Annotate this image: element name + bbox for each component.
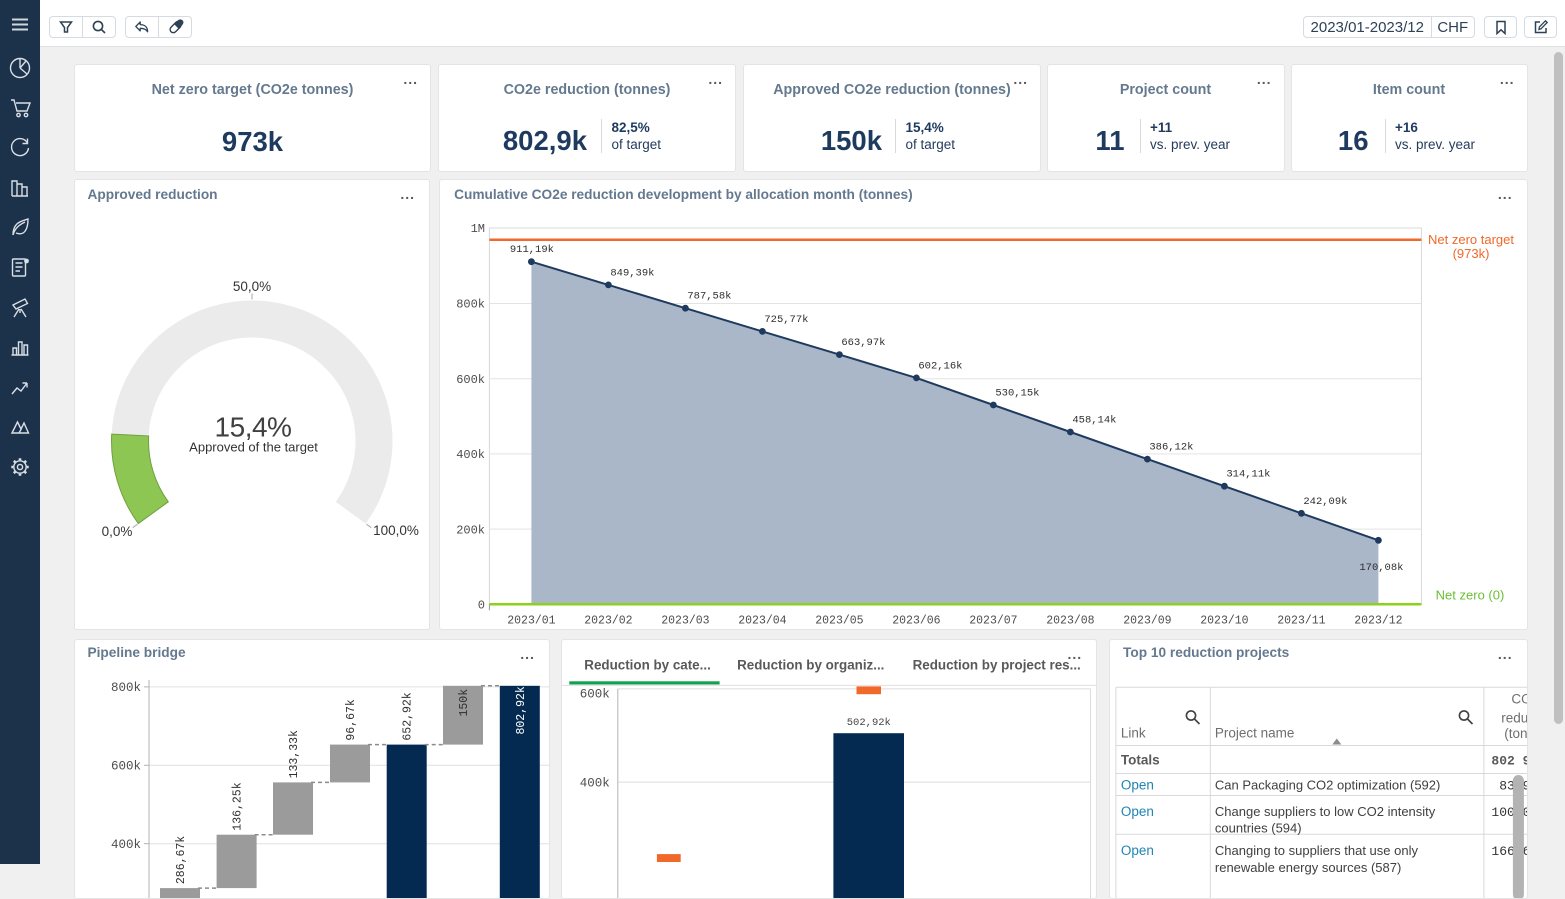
- svg-text:Changing to suppliers that use: Changing to suppliers that use only: [1215, 843, 1419, 858]
- svg-text:Net zero target: Net zero target: [1428, 232, 1514, 247]
- svg-text:400k: 400k: [111, 838, 141, 852]
- svg-text:2023/12: 2023/12: [1354, 614, 1402, 627]
- svg-text:911,19k: 911,19k: [509, 244, 553, 256]
- svg-text:663,97k: 663,97k: [841, 337, 885, 349]
- svg-text:600k: 600k: [580, 687, 610, 701]
- svg-text:170,08k: 170,08k: [1359, 561, 1403, 573]
- svg-text:2023/04: 2023/04: [738, 614, 786, 627]
- svg-text:Approved of the target: Approved of the target: [189, 439, 318, 454]
- svg-text:652,92k: 652,92k: [402, 692, 415, 740]
- svg-text:Reduction by cate...: Reduction by cate...: [584, 657, 711, 672]
- svg-text:countries (594): countries (594): [1215, 820, 1302, 835]
- svg-text:787,58k: 787,58k: [687, 290, 731, 302]
- svg-text:Open: Open: [1121, 777, 1154, 792]
- svg-text:2023/03: 2023/03: [661, 614, 709, 627]
- svg-text:2023/02: 2023/02: [584, 614, 632, 627]
- svg-text:458,14k: 458,14k: [1072, 414, 1116, 426]
- svg-text:502,92k: 502,92k: [847, 717, 891, 729]
- svg-text:800k: 800k: [456, 297, 485, 311]
- svg-text:600k: 600k: [456, 373, 485, 387]
- svg-text:Link: Link: [1121, 725, 1146, 740]
- svg-text:849,39k: 849,39k: [610, 267, 654, 279]
- svg-text:2023/08: 2023/08: [1046, 614, 1094, 627]
- svg-text:Project name: Project name: [1215, 725, 1295, 740]
- svg-text:286,67k: 286,67k: [175, 836, 188, 884]
- svg-text:2023/09: 2023/09: [1123, 614, 1171, 627]
- svg-text:2023/01: 2023/01: [507, 614, 555, 627]
- svg-text:136,25k: 136,25k: [232, 782, 245, 830]
- svg-text:renewable energy sources (587): renewable energy sources (587): [1215, 860, 1401, 875]
- svg-text:200k: 200k: [456, 523, 485, 537]
- svg-text:800k: 800k: [111, 681, 141, 695]
- svg-text:Open: Open: [1121, 804, 1154, 819]
- svg-text:1M: 1M: [470, 222, 484, 236]
- svg-text:2023/07: 2023/07: [969, 614, 1017, 627]
- svg-text:15,4%: 15,4%: [215, 411, 292, 442]
- svg-text:725,77k: 725,77k: [764, 314, 808, 326]
- svg-text:2023/06: 2023/06: [892, 614, 940, 627]
- svg-text:242,09k: 242,09k: [1303, 495, 1347, 507]
- svg-text:Can Packaging CO2 optimization: Can Packaging CO2 optimization (592): [1215, 777, 1440, 792]
- svg-text:Net zero (0): Net zero (0): [1435, 587, 1504, 602]
- svg-text:400k: 400k: [580, 776, 610, 790]
- svg-text:133,33k: 133,33k: [288, 730, 301, 778]
- svg-text:2023/11: 2023/11: [1277, 614, 1325, 627]
- svg-text:Totals: Totals: [1121, 752, 1160, 767]
- svg-text:reduction: reduction: [1501, 710, 1527, 725]
- svg-text:2023/05: 2023/05: [815, 614, 863, 627]
- svg-text:CO2e: CO2e: [1511, 691, 1527, 706]
- svg-text:Change suppliers to low CO2 in: Change suppliers to low CO2 intensity: [1215, 804, 1436, 819]
- svg-text:0: 0: [477, 598, 484, 612]
- svg-text:600k: 600k: [111, 759, 141, 773]
- svg-text:100,0%: 100,0%: [373, 523, 419, 538]
- svg-text:314,11k: 314,11k: [1226, 468, 1270, 480]
- svg-text:150k: 150k: [458, 689, 471, 717]
- svg-text:2023/10: 2023/10: [1200, 614, 1248, 627]
- svg-text:Open: Open: [1121, 843, 1154, 858]
- svg-text:530,15k: 530,15k: [995, 387, 1039, 399]
- svg-text:602,16k: 602,16k: [918, 360, 962, 372]
- svg-text:(tonnes): (tonnes): [1504, 726, 1527, 741]
- svg-text:96,67k: 96,67k: [345, 699, 358, 741]
- svg-text:Reduction by project res...: Reduction by project res...: [913, 657, 1081, 672]
- svg-text:386,12k: 386,12k: [1149, 441, 1193, 453]
- svg-text:(973k): (973k): [1452, 246, 1489, 261]
- svg-text:802 920: 802 920: [1491, 753, 1527, 768]
- svg-text:50,0%: 50,0%: [233, 279, 271, 294]
- svg-text:802,92k: 802,92k: [515, 686, 528, 734]
- svg-text:Reduction by organiz...: Reduction by organiz...: [737, 657, 884, 672]
- svg-text:400k: 400k: [456, 448, 485, 462]
- svg-text:0,0%: 0,0%: [102, 524, 133, 539]
